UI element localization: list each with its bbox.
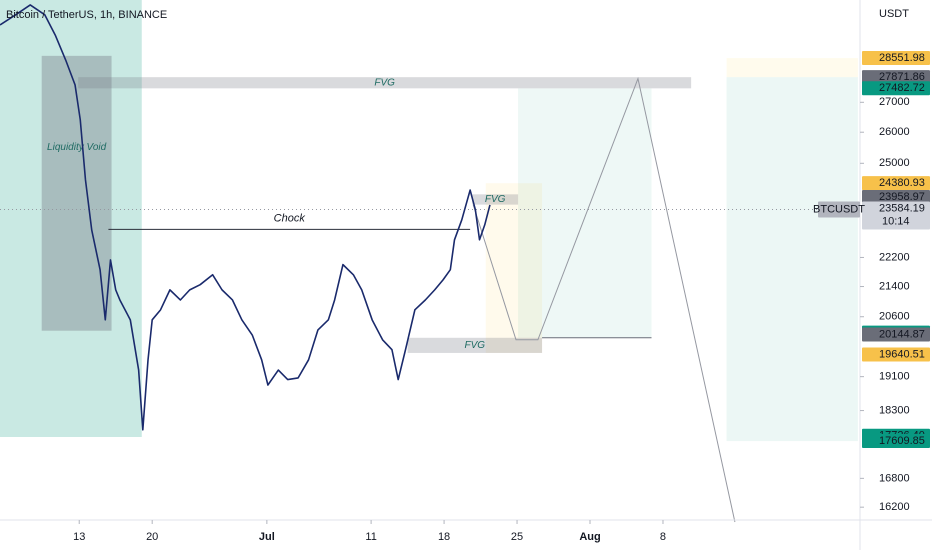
- price-tag-label: 20144.87: [879, 328, 925, 340]
- price-tag: [862, 434, 930, 449]
- y-tick-label: 25000: [879, 157, 910, 169]
- zone: [407, 337, 543, 353]
- y-tick-label: 27000: [879, 96, 910, 108]
- x-tick-label: 11: [365, 531, 376, 543]
- zone: [485, 183, 543, 353]
- zone: [41, 55, 112, 331]
- symbol-label: BTCUSDT: [813, 203, 865, 215]
- drawing-line: [472, 76, 736, 523]
- price-tag-label: 17609.85: [879, 435, 925, 447]
- y-tick-label: 21400: [879, 280, 910, 292]
- price-tag-label: 28551.98: [879, 52, 925, 64]
- zone-label: FVG: [374, 77, 395, 88]
- chart-title: Bitcoin / TetherUS, 1h, BINANCE: [6, 9, 167, 21]
- y-tick-label: 26000: [879, 126, 910, 138]
- x-tick-label: 25: [511, 531, 523, 543]
- zone: [472, 194, 519, 205]
- price-tag: [862, 327, 930, 342]
- x-tick-label: 18: [438, 531, 450, 543]
- price-tag: [862, 81, 930, 96]
- price-tag: [862, 70, 930, 85]
- axis-unit: USDT: [879, 8, 909, 20]
- price-tag: [862, 51, 930, 66]
- price-tag-label: 24380.93: [879, 177, 925, 189]
- symbol-tag: [818, 201, 860, 218]
- countdown-label: 10:14: [882, 215, 910, 227]
- price-tag-label: 27871.86: [879, 71, 925, 83]
- zone: [726, 77, 858, 442]
- plot-area: Liquidity Void FVG FVG FVG Chock: [0, 0, 860, 523]
- y-tick-label: 18300: [879, 404, 910, 416]
- price-tag-label: 19640.51: [879, 348, 925, 360]
- line-label: Chock: [274, 212, 306, 224]
- zone: [78, 77, 692, 89]
- price-tag-label: 23958.97: [879, 191, 925, 203]
- y-tick-label: 16800: [879, 472, 910, 484]
- zone-label: FVG: [485, 194, 506, 205]
- y-tick-label: 16200: [879, 501, 910, 513]
- y-tick-label: 20600: [879, 311, 910, 323]
- price-line: [0, 4, 491, 431]
- x-tick-label: 13: [73, 531, 85, 543]
- last-price-tag: [862, 201, 930, 230]
- x-tick-label: 20: [146, 531, 158, 543]
- price-tag: [862, 176, 930, 191]
- zone: [518, 88, 652, 338]
- y-tick-label: 22200: [879, 251, 910, 263]
- zone-label: Liquidity Void: [47, 142, 107, 153]
- last-price-label: 23584.19: [879, 202, 925, 214]
- price-tag: [862, 190, 930, 205]
- zone-label: FVG: [465, 340, 486, 351]
- price-tag: [862, 347, 930, 362]
- x-tick-label: Aug: [579, 531, 600, 543]
- x-tick-label: 8: [660, 531, 666, 543]
- price-tag-label: 27482.72: [879, 82, 925, 94]
- x-tick-label: Jul: [259, 531, 275, 543]
- y-tick-label: 19100: [879, 371, 910, 383]
- zone: [726, 58, 858, 78]
